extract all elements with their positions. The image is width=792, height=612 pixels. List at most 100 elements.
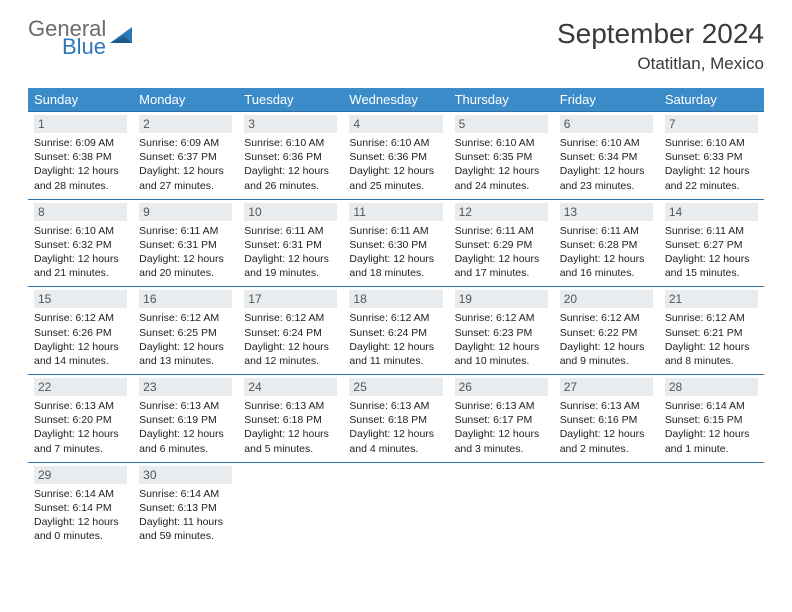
day-number: 5	[455, 115, 548, 133]
calendar-cell: 28Sunrise: 6:14 AMSunset: 6:15 PMDayligh…	[659, 375, 764, 463]
cell-inner: 4 Sunrise: 6:10 AMSunset: 6:36 PMDaylight…	[343, 112, 448, 199]
day-detail: Sunrise: 6:13 AMSunset: 6:17 PMDaylight:…	[455, 399, 548, 456]
day-number: 4	[349, 115, 442, 133]
day-detail: Sunrise: 6:11 AMSunset: 6:31 PMDaylight:…	[244, 224, 337, 281]
day-detail: Sunrise: 6:10 AMSunset: 6:34 PMDaylight:…	[560, 136, 653, 193]
calendar-cell	[343, 462, 448, 549]
cell-inner: 27 Sunrise: 6:13 AMSunset: 6:16 PMDayligh…	[554, 375, 659, 462]
calendar-cell: 30Sunrise: 6:14 AMSunset: 6:13 PMDayligh…	[133, 462, 238, 549]
day-number: 2	[139, 115, 232, 133]
cell-inner: 22Sunrise: 6:13 AMSunset: 6:20 PMDayligh…	[28, 375, 133, 462]
calendar-row: 1 Sunrise: 6:09 AMSunset: 6:38 PMDaylight…	[28, 112, 764, 200]
calendar-cell: 11Sunrise: 6:11 AMSunset: 6:30 PMDayligh…	[343, 199, 448, 287]
day-number: 1	[34, 115, 127, 133]
day-number: 17	[244, 290, 337, 308]
day-number: 14	[665, 203, 758, 221]
day-number: 26	[455, 378, 548, 396]
cell-inner: 26 Sunrise: 6:13 AMSunset: 6:17 PMDayligh…	[449, 375, 554, 462]
calendar-cell	[554, 462, 659, 549]
day-detail: Sunrise: 6:11 AMSunset: 6:29 PMDaylight:…	[455, 224, 548, 281]
calendar-cell: 12 Sunrise: 6:11 AMSunset: 6:29 PMDayligh…	[449, 199, 554, 287]
day-number: 13	[560, 203, 653, 221]
calendar-row: 8Sunrise: 6:10 AMSunset: 6:32 PMDaylight…	[28, 199, 764, 287]
day-detail: Sunrise: 6:12 AMSunset: 6:24 PMDaylight:…	[349, 311, 442, 368]
calendar-cell: 24Sunrise: 6:13 AMSunset: 6:18 PMDayligh…	[238, 375, 343, 463]
day-number: 7	[665, 115, 758, 133]
calendar-cell: 6 Sunrise: 6:10 AMSunset: 6:34 PMDaylight…	[554, 112, 659, 200]
cell-inner: 5Sunrise: 6:10 AMSunset: 6:35 PMDaylight…	[449, 112, 554, 199]
weekday-header: Wednesday	[343, 88, 448, 112]
calendar-cell: 15 Sunrise: 6:12 AMSunset: 6:26 PMDayligh…	[28, 287, 133, 375]
day-number: 27	[560, 378, 653, 396]
day-number: 23	[139, 378, 232, 396]
calendar-cell: 1 Sunrise: 6:09 AMSunset: 6:38 PMDaylight…	[28, 112, 133, 200]
brand-blue: Blue	[62, 36, 106, 58]
cell-inner: 18Sunrise: 6:12 AMSunset: 6:24 PMDayligh…	[343, 287, 448, 374]
cell-inner: 25Sunrise: 6:13 AMSunset: 6:18 PMDayligh…	[343, 375, 448, 462]
brand-logo: General Blue	[28, 18, 136, 58]
calendar-cell: 23Sunrise: 6:13 AMSunset: 6:19 PMDayligh…	[133, 375, 238, 463]
calendar-row: 15 Sunrise: 6:12 AMSunset: 6:26 PMDayligh…	[28, 287, 764, 375]
month-title: September 2024	[557, 18, 764, 50]
day-detail: Sunrise: 6:11 AMSunset: 6:31 PMDaylight:…	[139, 224, 232, 281]
calendar-cell: 16Sunrise: 6:12 AMSunset: 6:25 PMDayligh…	[133, 287, 238, 375]
calendar-cell: 10 Sunrise: 6:11 AMSunset: 6:31 PMDayligh…	[238, 199, 343, 287]
cell-inner: 14Sunrise: 6:11 AMSunset: 6:27 PMDayligh…	[659, 200, 764, 287]
day-detail: Sunrise: 6:12 AMSunset: 6:21 PMDaylight:…	[665, 311, 758, 368]
calendar-cell: 17 Sunrise: 6:12 AMSunset: 6:24 PMDayligh…	[238, 287, 343, 375]
calendar-cell: 20Sunrise: 6:12 AMSunset: 6:22 PMDayligh…	[554, 287, 659, 375]
cell-inner: 30Sunrise: 6:14 AMSunset: 6:13 PMDayligh…	[133, 463, 238, 550]
day-number: 19	[455, 290, 548, 308]
cell-inner: 28Sunrise: 6:14 AMSunset: 6:15 PMDayligh…	[659, 375, 764, 462]
cell-inner: 15 Sunrise: 6:12 AMSunset: 6:26 PMDayligh…	[28, 287, 133, 374]
location-label: Otatitlan, Mexico	[557, 54, 764, 74]
cell-inner: 7Sunrise: 6:10 AMSunset: 6:33 PMDaylight…	[659, 112, 764, 199]
day-number: 10	[244, 203, 337, 221]
calendar-cell: 2 Sunrise: 6:09 AMSunset: 6:37 PMDaylight…	[133, 112, 238, 200]
cell-inner: 23Sunrise: 6:13 AMSunset: 6:19 PMDayligh…	[133, 375, 238, 462]
calendar-cell: 13 Sunrise: 6:11 AMSunset: 6:28 PMDayligh…	[554, 199, 659, 287]
day-detail: Sunrise: 6:13 AMSunset: 6:18 PMDaylight:…	[349, 399, 442, 456]
brand-text: General Blue	[28, 18, 106, 58]
calendar-table: SundayMondayTuesdayWednesdayThursdayFrid…	[28, 88, 764, 549]
calendar-cell: 19 Sunrise: 6:12 AMSunset: 6:23 PMDayligh…	[449, 287, 554, 375]
cell-inner: 21 Sunrise: 6:12 AMSunset: 6:21 PMDayligh…	[659, 287, 764, 374]
cell-inner: 8Sunrise: 6:10 AMSunset: 6:32 PMDaylight…	[28, 200, 133, 287]
day-detail: Sunrise: 6:09 AMSunset: 6:38 PMDaylight:…	[34, 136, 127, 193]
title-block: September 2024 Otatitlan, Mexico	[557, 18, 764, 74]
day-detail: Sunrise: 6:14 AMSunset: 6:13 PMDaylight:…	[139, 487, 232, 544]
day-detail: Sunrise: 6:12 AMSunset: 6:24 PMDaylight:…	[244, 311, 337, 368]
day-number: 12	[455, 203, 548, 221]
cell-inner: 9Sunrise: 6:11 AMSunset: 6:31 PMDaylight…	[133, 200, 238, 287]
weekday-header: Thursday	[449, 88, 554, 112]
day-number: 20	[560, 290, 653, 308]
day-number: 3	[244, 115, 337, 133]
day-number: 6	[560, 115, 653, 133]
day-number: 15	[34, 290, 127, 308]
cell-inner: 11Sunrise: 6:11 AMSunset: 6:30 PMDayligh…	[343, 200, 448, 287]
cell-inner: 1 Sunrise: 6:09 AMSunset: 6:38 PMDaylight…	[28, 112, 133, 199]
cell-inner: 20Sunrise: 6:12 AMSunset: 6:22 PMDayligh…	[554, 287, 659, 374]
day-detail: Sunrise: 6:12 AMSunset: 6:26 PMDaylight:…	[34, 311, 127, 368]
day-detail: Sunrise: 6:11 AMSunset: 6:28 PMDaylight:…	[560, 224, 653, 281]
cell-inner: 6 Sunrise: 6:10 AMSunset: 6:34 PMDaylight…	[554, 112, 659, 199]
cell-inner: 2 Sunrise: 6:09 AMSunset: 6:37 PMDaylight…	[133, 112, 238, 199]
calendar-cell: 25Sunrise: 6:13 AMSunset: 6:18 PMDayligh…	[343, 375, 448, 463]
day-number: 22	[34, 378, 127, 396]
weekday-header: Friday	[554, 88, 659, 112]
day-number: 8	[34, 203, 127, 221]
day-detail: Sunrise: 6:12 AMSunset: 6:23 PMDaylight:…	[455, 311, 548, 368]
calendar-cell: 9Sunrise: 6:11 AMSunset: 6:31 PMDaylight…	[133, 199, 238, 287]
calendar-cell: 4 Sunrise: 6:10 AMSunset: 6:36 PMDaylight…	[343, 112, 448, 200]
calendar-cell	[238, 462, 343, 549]
day-detail: Sunrise: 6:10 AMSunset: 6:36 PMDaylight:…	[349, 136, 442, 193]
day-number: 21	[665, 290, 758, 308]
calendar-page: General Blue September 2024 Otatitlan, M…	[0, 0, 792, 559]
day-detail: Sunrise: 6:13 AMSunset: 6:16 PMDaylight:…	[560, 399, 653, 456]
day-detail: Sunrise: 6:09 AMSunset: 6:37 PMDaylight:…	[139, 136, 232, 193]
day-number: 16	[139, 290, 232, 308]
day-number: 11	[349, 203, 442, 221]
calendar-cell: 22Sunrise: 6:13 AMSunset: 6:20 PMDayligh…	[28, 375, 133, 463]
calendar-cell: 3Sunrise: 6:10 AMSunset: 6:36 PMDaylight…	[238, 112, 343, 200]
day-detail: Sunrise: 6:14 AMSunset: 6:15 PMDaylight:…	[665, 399, 758, 456]
